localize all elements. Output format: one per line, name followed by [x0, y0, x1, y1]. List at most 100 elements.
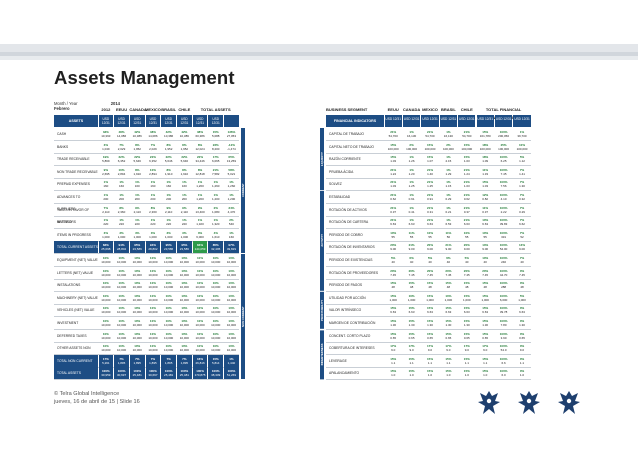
indicator-cell: 15% 48	[477, 279, 494, 291]
cell-value: 9.0	[464, 348, 469, 353]
cell-amount: 10,000	[164, 335, 174, 340]
currency-column-header: USD 12/31	[192, 115, 208, 127]
cell-amount: 220	[103, 222, 109, 227]
row-divider	[54, 291, 240, 292]
cell-value: 55	[483, 234, 487, 239]
cell-percent: 10%	[118, 306, 125, 311]
row-divider	[326, 190, 532, 191]
cell-percent: 15%	[445, 281, 452, 286]
cell-value: 1,000	[444, 297, 453, 302]
assets-cell: 48% 14,086	[114, 128, 129, 140]
cell-value: 1,000	[426, 297, 434, 302]
assets-cell: 10% 10,000	[208, 267, 223, 279]
assets-cell: 1% 1,320	[193, 216, 208, 228]
indicator-cell: 15% 1.30	[458, 317, 475, 329]
cell-value: 6,000	[499, 297, 508, 302]
cell-amount: 10,000	[179, 348, 189, 353]
cell-percent: 1%	[150, 193, 156, 197]
cell-percent: 11%	[482, 205, 489, 210]
indicator-row-label: CONCENT. CORTO PLAZO	[329, 333, 371, 338]
cell-value: 1.25	[427, 184, 433, 189]
assets-cell: 22% 5,646	[177, 153, 192, 165]
assets-cell: 10% 10,000	[99, 342, 114, 354]
cell-percent: 7%	[519, 205, 525, 210]
business-segment-header: BUSINESS SEGMENT	[326, 107, 368, 112]
assets-cell: 1% 160	[146, 178, 161, 190]
cell-amount: 1,260	[227, 184, 236, 189]
cell-amount: 2,360	[117, 209, 126, 214]
cell-amount: 10,000	[132, 335, 142, 340]
cell-percent: 15%	[482, 293, 489, 298]
period-year[interactable]: 2014	[110, 101, 121, 106]
assets-cell: 33% 10,393	[99, 128, 114, 140]
assets-cell: 7% 1,895	[177, 354, 192, 367]
cell-amount: 10,000	[148, 285, 158, 290]
row-divider	[326, 152, 532, 154]
cell-percent: 100%	[149, 369, 157, 374]
cell-percent: 0%	[519, 369, 525, 374]
cell-amount: 10,000	[101, 323, 111, 327]
cell-percent: 10%	[212, 293, 219, 298]
cell-value: 1.24	[463, 171, 470, 176]
cell-percent: 1%	[166, 193, 171, 197]
assets-cell: 9% 2,110	[161, 204, 176, 216]
cell-amount: 10,000	[101, 260, 111, 264]
cell-percent: 8%	[150, 205, 156, 210]
side-tab-indebtedness: INDEBTEDNESS	[320, 329, 324, 379]
currency-column-header: USD 12/31	[421, 115, 439, 127]
cell-percent: 9%	[135, 205, 140, 210]
cell-percent: 10%	[181, 293, 188, 298]
cell-amount: 540	[228, 222, 234, 227]
assets-cell: 10% 10,000	[224, 304, 239, 316]
row-divider	[326, 316, 532, 317]
assets-row-label: TAXES IN FAVOR OF INVESTORS	[57, 207, 90, 224]
indicator-cell: 1% 6.53	[440, 216, 457, 228]
cell-value: 9.0	[409, 348, 414, 353]
cell-percent: 15%	[408, 331, 415, 336]
cell-amount: 12,818	[195, 171, 205, 176]
indicator-cell: 21% 0.37	[458, 204, 475, 216]
cell-amount: 10,000	[101, 348, 111, 353]
row-divider	[326, 354, 532, 355]
cell-percent: 21%	[463, 130, 470, 134]
cell-amount: 10,000	[226, 335, 237, 340]
cell-amount: 10,000	[164, 323, 174, 327]
cell-value: 48	[446, 285, 451, 290]
indicator-cell: 7% 6.62	[513, 216, 530, 228]
assets-cell: 10% 10,000	[161, 304, 176, 316]
cell-percent: 15%	[408, 319, 415, 323]
cell-percent: 15%	[426, 293, 433, 298]
cell-percent: 21%	[390, 218, 397, 223]
cell-value: 161,780	[479, 134, 491, 138]
cell-percent: 15%	[482, 356, 489, 361]
cell-value: 0.29	[445, 197, 452, 201]
cell-percent: 11%	[482, 167, 489, 172]
cell-percent: 1%	[213, 180, 218, 185]
indicator-cell: 21% 0.31	[421, 204, 438, 216]
cell-percent: 0%	[519, 344, 525, 349]
indicator-cell: 15% 1,000	[477, 292, 494, 304]
assets-cell: 3% 6,000	[193, 229, 208, 241]
cell-percent: 1%	[446, 180, 451, 185]
cell-amount: 25,481	[132, 373, 142, 378]
assets-cell: 100% 30,697	[114, 367, 129, 380]
cell-value: 100,000	[461, 146, 473, 151]
cell-percent: 0%	[519, 319, 525, 323]
assets-cell: 10% 10,000	[114, 317, 129, 329]
indicator-cell: 15% 0.65	[477, 330, 494, 342]
row-divider	[54, 366, 240, 368]
cell-percent: 8%	[166, 142, 171, 147]
cell-amount: 10,000	[101, 310, 111, 315]
period-month[interactable]: Febrero	[54, 106, 70, 111]
indicator-cell: 20% 7.45	[477, 267, 494, 279]
cell-percent: 4%	[213, 230, 218, 235]
assets-cell: 10% 10,000	[161, 254, 176, 266]
cell-amount: 160	[103, 184, 109, 189]
cell-percent: 1%	[197, 180, 203, 185]
cell-amount: 10,000	[179, 310, 189, 315]
country-header: BRASIL	[161, 107, 177, 112]
indicator-cell: 20% 7.45	[421, 267, 438, 279]
cell-percent: 10%	[134, 281, 141, 286]
assets-cell: 1% 160	[114, 178, 129, 190]
row-divider	[54, 190, 240, 191]
